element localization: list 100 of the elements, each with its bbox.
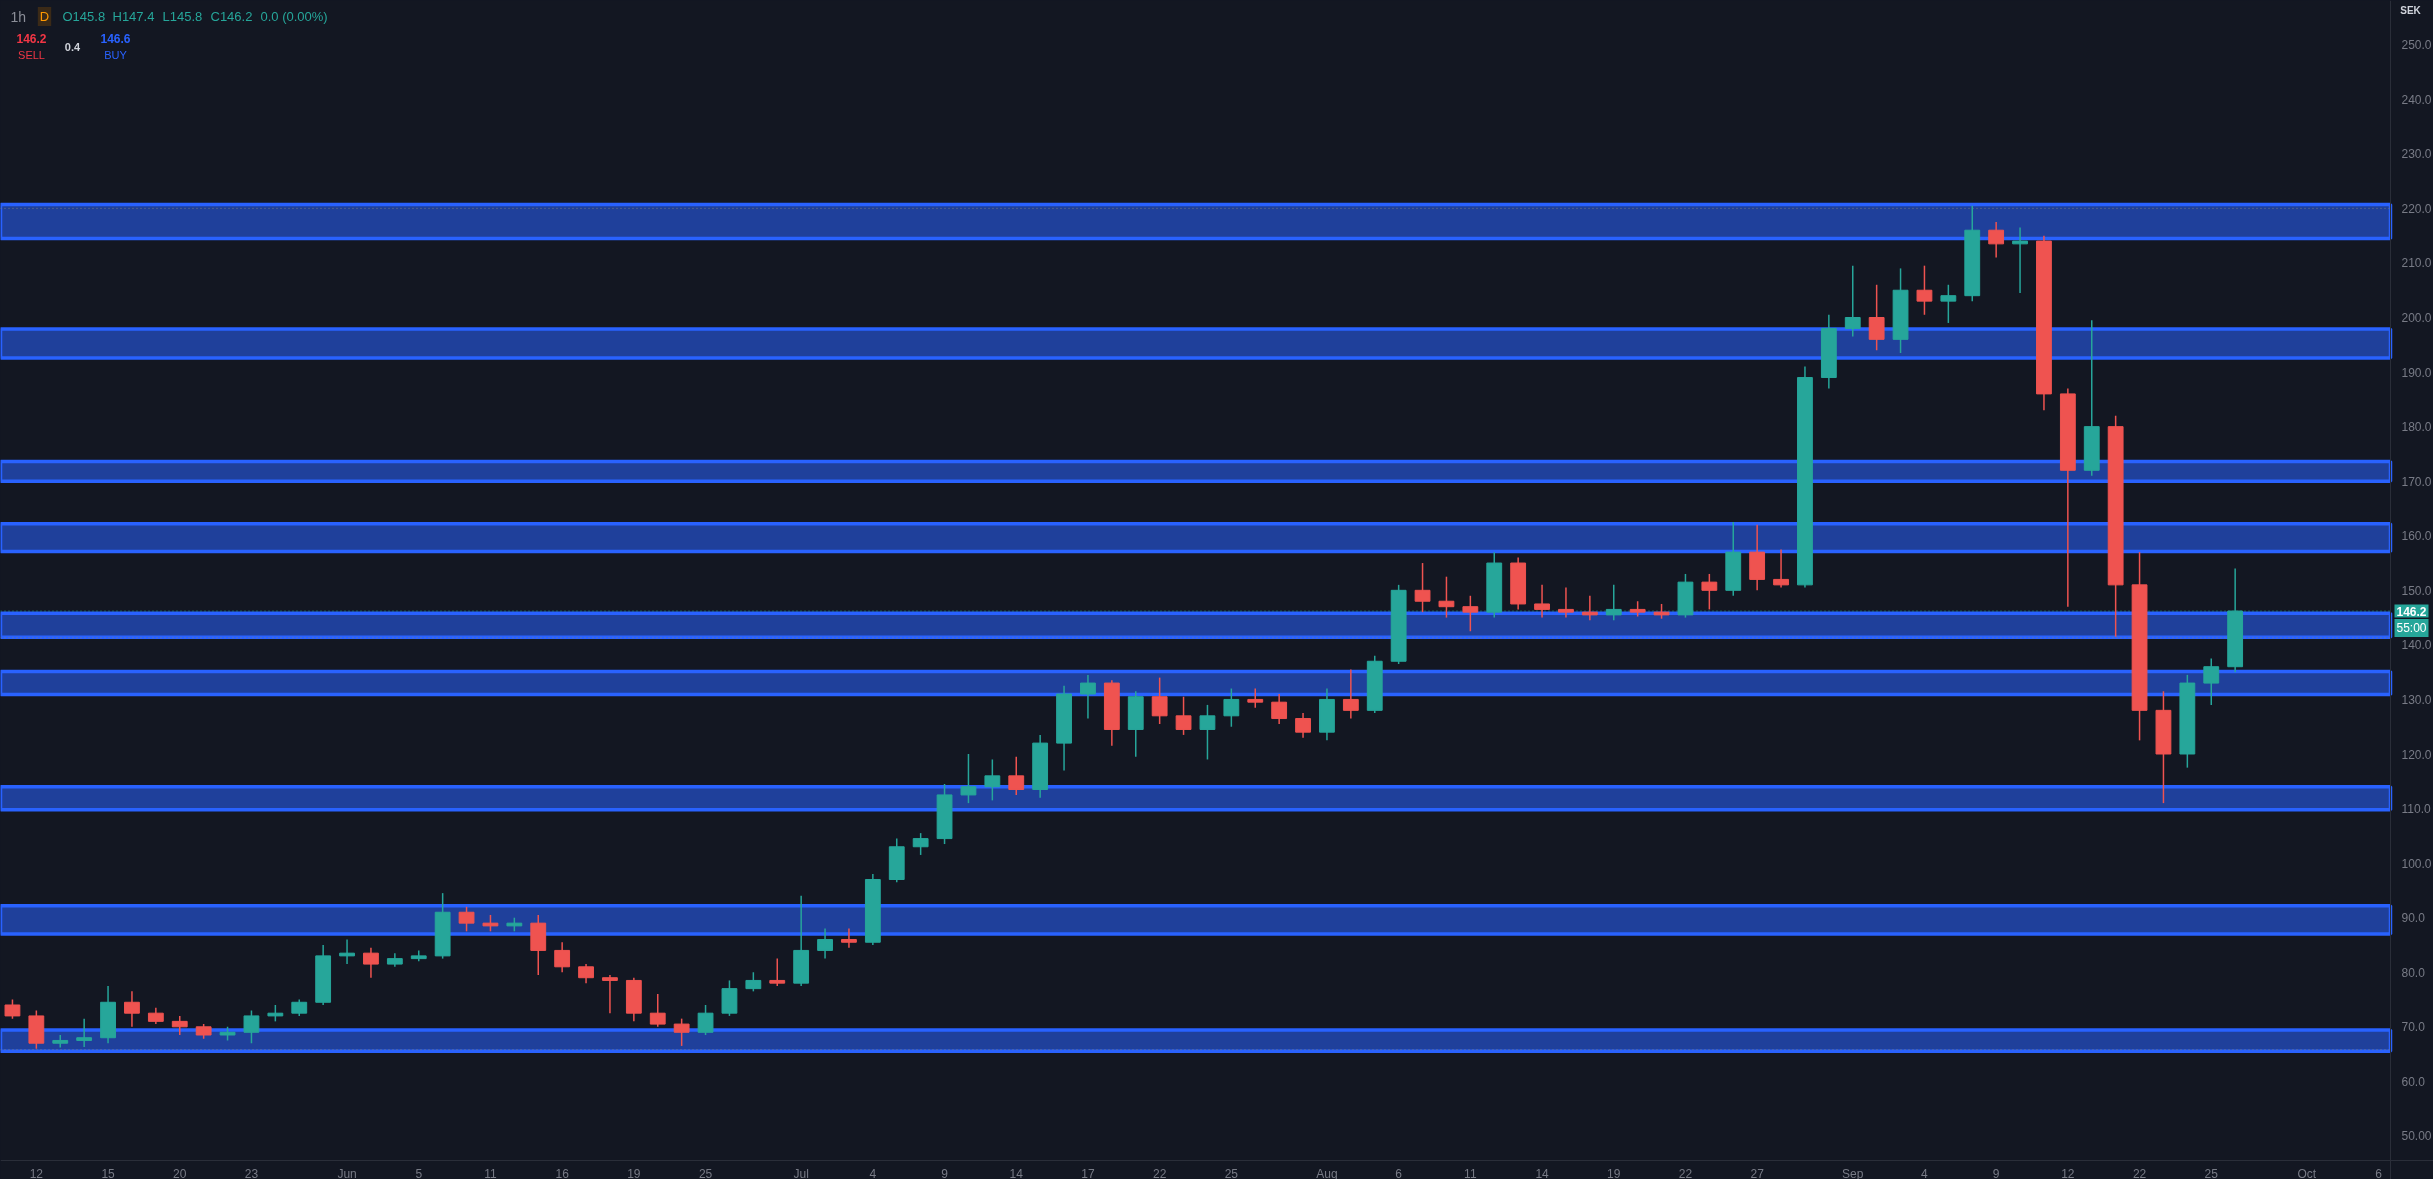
annotation: L145.8 xyxy=(162,9,203,24)
y-tick-label: 240.0 xyxy=(2401,92,2432,107)
y-tick-label: 170.0 xyxy=(2401,474,2432,489)
candlestick xyxy=(1295,712,1311,739)
candlestick xyxy=(1223,687,1240,728)
candlestick xyxy=(984,758,1001,802)
candlestick xyxy=(1940,284,1957,324)
annotation: 0.0 (0.00%) xyxy=(260,9,328,24)
x-tick-label: 4 xyxy=(1921,1166,1929,1179)
x-tick-label: 4 xyxy=(869,1166,877,1179)
candlestick xyxy=(673,1017,690,1047)
x-tick-label: Jul xyxy=(793,1166,809,1179)
y-tick-label: 60.0 xyxy=(2401,1074,2426,1089)
y-tick-label: 50.00 xyxy=(2401,1129,2432,1144)
candlestick xyxy=(769,957,786,987)
candlestick xyxy=(697,1004,714,1036)
candlestick xyxy=(1868,284,1885,351)
candlestick xyxy=(1199,704,1216,761)
y-tick-label: 220.0 xyxy=(2401,201,2432,216)
candlestick xyxy=(76,1017,93,1048)
x-tick-label: 11 xyxy=(1464,1166,1477,1179)
y-tick-label: 130.0 xyxy=(2401,692,2432,707)
text: 1h xyxy=(10,8,27,25)
candlestick xyxy=(554,941,571,974)
x-tick-label: 20 xyxy=(173,1166,187,1179)
candlestick xyxy=(745,971,762,993)
ref-line-label: 146.2 xyxy=(2396,604,2427,619)
y-tick-label: 70.0 xyxy=(2401,1020,2426,1035)
annotation: 0.4 xyxy=(64,40,82,53)
candlestick xyxy=(1581,595,1598,622)
x-tick-label: 23 xyxy=(244,1166,259,1179)
candlestick xyxy=(243,1009,260,1044)
candlestick xyxy=(1271,693,1288,725)
candlestick xyxy=(1438,575,1455,619)
x-tick-label: Jun xyxy=(337,1166,357,1179)
annotation: D xyxy=(39,9,50,24)
x-tick-label: 6 xyxy=(2375,1166,2383,1179)
candlestick xyxy=(841,927,857,949)
candlestick xyxy=(1534,584,1550,619)
candlestick xyxy=(124,990,140,1028)
x-tick-label: 17 xyxy=(1081,1166,1095,1179)
y-tick-label: 200.0 xyxy=(2401,311,2432,326)
y-tick-label: 90.0 xyxy=(2401,911,2426,926)
candlestick xyxy=(1342,668,1359,720)
candlestick xyxy=(817,927,833,960)
x-tick-label: 9 xyxy=(1992,1166,2000,1179)
x-tick-label: 22 xyxy=(1678,1166,1693,1179)
x-tick-label: 11 xyxy=(484,1166,497,1179)
candlestick xyxy=(649,993,666,1028)
candlestick xyxy=(339,938,355,965)
candlestick xyxy=(171,1015,188,1036)
x-tick-label: 15 xyxy=(101,1166,116,1179)
candlestick xyxy=(2012,226,2028,294)
candlestick xyxy=(1080,674,1096,720)
y-tick-label: 250.0 xyxy=(2401,38,2432,53)
y-tick-label: 160.0 xyxy=(2401,529,2432,544)
candlestick xyxy=(1414,562,1431,613)
candlestick xyxy=(602,974,618,1014)
x-tick-label: 5 xyxy=(415,1166,423,1179)
x-tick-label: 22 xyxy=(1152,1166,1167,1179)
x-tick-label: 16 xyxy=(555,1166,570,1179)
annotation: BUY xyxy=(104,48,128,61)
x-tick-label: 12 xyxy=(29,1166,44,1179)
candlestick xyxy=(1462,595,1479,632)
annotation: 146.2 xyxy=(16,32,47,46)
y-tick-label: 150.0 xyxy=(2401,583,2432,598)
x-tick-label: Oct xyxy=(2297,1166,2317,1179)
x-tick-label: 22 xyxy=(2132,1166,2147,1179)
y-tick-label: 230.0 xyxy=(2401,147,2432,162)
y-tick-label: 210.0 xyxy=(2401,256,2432,271)
candlestick xyxy=(912,832,929,856)
x-tick-label: 25 xyxy=(698,1166,713,1179)
annotation: C146.2 xyxy=(210,9,253,24)
candlestick xyxy=(1151,676,1168,725)
candlestick xyxy=(1988,221,2005,259)
candlestick xyxy=(1558,586,1574,619)
annotation: O145.8 xyxy=(62,9,106,24)
x-tick-label: 9 xyxy=(941,1166,949,1179)
x-tick-label: 19 xyxy=(1607,1166,1621,1179)
candlestick xyxy=(1916,264,1933,316)
x-tick-label: 14 xyxy=(1535,1166,1550,1179)
y-tick-label: 190.0 xyxy=(2401,365,2432,380)
candlestick xyxy=(1773,548,1789,589)
x-tick-label: 27 xyxy=(1750,1166,1765,1179)
candlestick xyxy=(4,998,21,1020)
candlestick xyxy=(1247,687,1264,709)
y-tick-label: 120.0 xyxy=(2401,747,2432,762)
y-tick-label: 100.0 xyxy=(2401,856,2432,871)
candlestick xyxy=(458,906,475,933)
annotation: H147.4 xyxy=(112,9,155,24)
text: 55:00 xyxy=(2396,621,2427,636)
y-tick-label: 140.0 xyxy=(2401,638,2432,653)
x-tick-label: 6 xyxy=(1395,1166,1403,1179)
candlestick xyxy=(960,753,977,804)
annotation: SELL xyxy=(18,48,45,61)
candlestick xyxy=(363,946,379,979)
y-tick-label: 80.0 xyxy=(2401,965,2426,980)
annotation: 146.6 xyxy=(100,32,131,46)
x-tick-label: 25 xyxy=(1224,1166,1239,1179)
candlestick xyxy=(1008,755,1025,796)
